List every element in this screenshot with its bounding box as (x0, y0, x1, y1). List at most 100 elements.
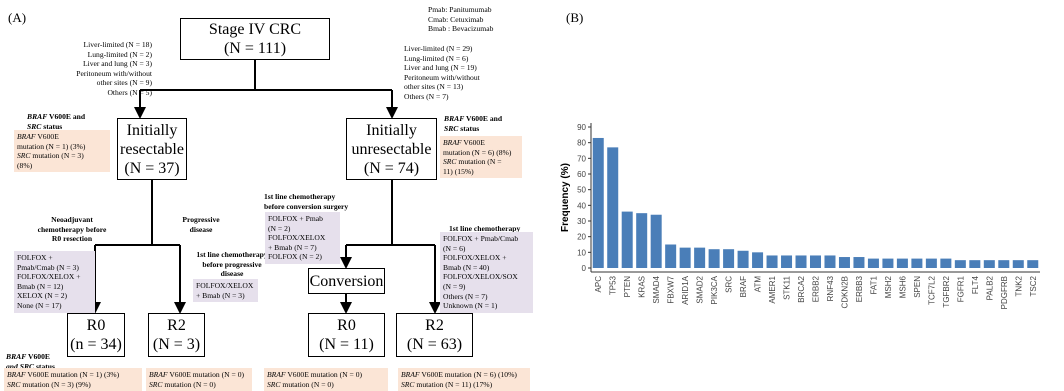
text-segment: BRAF (444, 114, 465, 123)
bar (983, 260, 995, 268)
text-line: BRAF V600E mutation (N = 0) (149, 370, 249, 380)
flow-box: R0 (N = 11) (308, 313, 385, 357)
text-line: SRC status (27, 122, 113, 132)
y-tick-label: 30 (577, 217, 586, 226)
text-line: Conversion (309, 272, 384, 290)
text-line: FOLFOX/XELOX (268, 233, 326, 243)
text-line: Bmab (N = 12) (17, 281, 64, 291)
text-segment: V600E (26, 352, 50, 361)
text-line: (N = 37) (124, 159, 180, 177)
text-line: (N = 9) (443, 281, 466, 291)
text-line: Lung-limited (N = 6) (404, 53, 469, 63)
bar (621, 211, 633, 268)
text-line: disease (220, 269, 244, 279)
text-line: Stage IV CRC (208, 21, 302, 38)
text-line: None (N = 17) (17, 300, 62, 310)
text-line: Pmab: Panitumumab (428, 5, 492, 14)
note: FOLFOX + Pmab/Cmab (N = 6) FOLFOX/XELOX + B… (440, 232, 533, 313)
x-tick-label: FAT1 (869, 275, 878, 294)
text-segment: V600E and (47, 112, 86, 121)
x-tick-label: PDGFRB (1000, 276, 1009, 309)
text-line: R2 (167, 317, 186, 334)
note: FOLFOX + Pmab/Cmab (N = 3) FOLFOX/XELOX + B… (14, 251, 95, 313)
text-line: FOLFOX/XELOX/SOX (443, 272, 518, 282)
bar (708, 249, 720, 268)
text-line: 1st line chemotherapy (196, 250, 268, 259)
x-tick-label: MSH2 (884, 275, 893, 298)
text-line: FOLFOX/XELOX + (17, 272, 81, 282)
text-line: BRAF V600E and (27, 112, 113, 122)
text-line: Peritoneum with/without (76, 68, 152, 78)
text-line: (N = 11) (319, 336, 374, 353)
text-segment: SRC (267, 379, 281, 389)
text-line: (8%) (17, 160, 33, 170)
text-segment: mutation (N = 3) (9%) (20, 379, 91, 389)
x-tick-label: TGFBR2 (942, 275, 951, 307)
text-line: Initially (366, 121, 417, 139)
text-line: R0 (86, 317, 106, 334)
y-tick-label: 80 (577, 139, 586, 148)
bar (809, 255, 822, 268)
text-line: BRAF V600E and (444, 114, 530, 124)
x-tick-label: TCF7L2 (927, 275, 936, 304)
bar (867, 258, 879, 268)
text-segment: BRAF (7, 370, 26, 379)
text-segment: mutation (N = 11) (17%) (414, 379, 493, 389)
text-segment: and SRC (6, 361, 35, 371)
text-segment: SRC (7, 379, 21, 389)
text-segment: BRAF (443, 138, 462, 147)
text-line: Initially (126, 121, 178, 139)
text-line: Pmab/Cmab (N = 3) (17, 262, 79, 272)
text-line: FOLFOX + Pmab (268, 214, 323, 223)
bar (838, 257, 850, 268)
x-tick-label: SRC (725, 276, 734, 293)
y-axis-label: Frequency (%) (560, 163, 571, 232)
y-tick-label: 10 (577, 248, 586, 257)
bar (925, 258, 937, 268)
text-segment: BRAF (6, 352, 27, 361)
text-line: Peritoneum with/without (404, 72, 480, 82)
text-line: FOLFOX (N = 2) (268, 252, 322, 262)
text-line: (N = 111) (223, 40, 287, 57)
x-tick-label: ARID1A (681, 275, 690, 305)
bar (607, 147, 619, 268)
text-line: 1st line chemotherapy (264, 192, 336, 201)
text-line: chemotherapy before (37, 224, 107, 234)
text-segment: status (41, 121, 63, 131)
connector (94, 180, 181, 311)
note: BRAF V600E and SRC status (3, 350, 75, 373)
text-line: Others (N = 7) (404, 91, 449, 101)
text-line: (N = 3) (152, 336, 201, 353)
bar (737, 250, 749, 268)
flow-box: Conversion (308, 268, 385, 294)
text-line: SRC mutation (N = 3) (9%) (7, 380, 139, 390)
x-tick-label: AMER1 (768, 275, 777, 303)
text-segment: V600E mutation (N = 0) (167, 370, 245, 379)
text-segment: V600E mutation (N = 1) (3%) (25, 370, 120, 379)
text-line: Lung-limited (N = 2) (87, 49, 152, 59)
bar (636, 213, 648, 268)
bar (853, 257, 865, 268)
text-line: Bmab (N = 40) (443, 262, 490, 272)
text-segment: V600E and (464, 114, 503, 123)
text-segment: SRC (17, 151, 31, 161)
x-tick-label: SMAD2 (696, 275, 705, 303)
text-line: SRC mutation (N = 11) (17%) (401, 380, 527, 390)
text-segment: SRC (27, 121, 42, 131)
note: 1st line chemotherapy before progressive d… (186, 248, 278, 281)
text-segment: SRC (149, 379, 163, 389)
note: BRAF V600E mutation (N = 1) (3%) SRC muta… (4, 368, 142, 391)
note: Pmab: Panitumumab Cmab: Cetuximab Bmab : B… (425, 3, 540, 36)
text-line: (N = 74) (363, 159, 420, 177)
bar (896, 258, 908, 268)
text-line: BRAF V600E (17, 132, 107, 142)
text-segment: mutation (N = 0) (280, 379, 334, 389)
x-tick-label: CDKN2B (840, 276, 849, 308)
bar (752, 252, 764, 268)
text-segment: BRAF (27, 112, 48, 121)
text-line: disease (189, 224, 213, 234)
bar (650, 214, 662, 268)
y-tick-label: 90 (577, 123, 586, 132)
connectors (94, 60, 436, 311)
